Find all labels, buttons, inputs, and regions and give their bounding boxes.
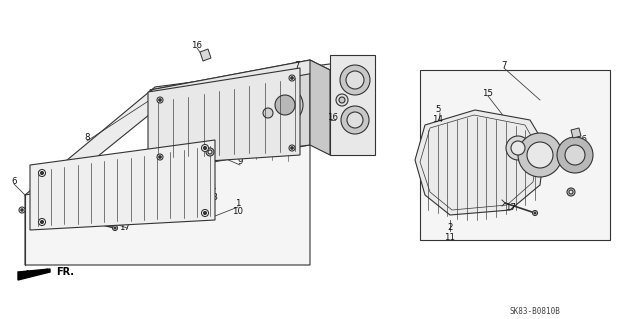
Circle shape [40,172,44,174]
Circle shape [289,75,295,81]
Circle shape [267,87,303,123]
Circle shape [38,219,45,226]
Text: 11: 11 [445,233,456,241]
Circle shape [40,220,44,224]
Polygon shape [200,49,211,61]
Text: 5: 5 [435,106,441,115]
Circle shape [202,145,209,152]
Text: 2: 2 [447,224,452,233]
Text: 3: 3 [62,201,68,210]
Circle shape [20,209,23,211]
Circle shape [291,147,293,149]
Circle shape [518,133,562,177]
Circle shape [347,112,363,128]
Text: 8: 8 [84,133,90,143]
Text: 7: 7 [501,61,507,70]
Circle shape [206,148,214,156]
Circle shape [159,156,161,158]
Polygon shape [571,128,581,138]
Circle shape [38,169,45,176]
Circle shape [557,137,593,173]
Text: 7: 7 [294,61,300,70]
Circle shape [113,226,118,231]
Circle shape [346,71,364,89]
Circle shape [208,150,212,154]
Text: 17: 17 [506,204,516,212]
Polygon shape [148,68,300,165]
Text: 6: 6 [12,177,17,187]
Text: FR.: FR. [56,267,74,277]
Circle shape [291,77,293,79]
Text: 15: 15 [253,118,264,128]
Text: 1: 1 [236,199,241,209]
Circle shape [340,65,370,95]
Circle shape [275,95,295,115]
Circle shape [289,145,295,151]
Text: 14: 14 [433,115,444,123]
Circle shape [204,146,207,150]
Polygon shape [150,60,330,100]
Polygon shape [25,145,310,265]
Text: 9: 9 [237,158,243,167]
Circle shape [569,190,573,194]
Circle shape [202,210,209,217]
Circle shape [565,145,585,165]
Text: 10: 10 [232,207,243,217]
Text: 16: 16 [328,114,339,122]
Circle shape [263,108,273,118]
Polygon shape [150,60,310,165]
Circle shape [511,141,525,155]
Text: 16: 16 [191,41,202,49]
Polygon shape [18,269,50,280]
Circle shape [336,94,348,106]
Polygon shape [330,55,375,155]
Circle shape [157,154,163,160]
Circle shape [260,105,276,121]
Text: 12: 12 [60,209,70,218]
Polygon shape [415,110,545,215]
Circle shape [534,212,536,214]
Circle shape [532,211,538,216]
Text: 15: 15 [483,88,493,98]
Circle shape [341,106,369,134]
Circle shape [204,211,207,214]
Text: 4: 4 [211,183,216,192]
Circle shape [506,136,530,160]
Circle shape [339,97,345,103]
Text: 17: 17 [120,222,131,232]
Circle shape [157,97,163,103]
Polygon shape [30,140,215,230]
Polygon shape [310,60,330,155]
Circle shape [159,99,161,101]
Circle shape [527,142,553,168]
Circle shape [567,188,575,196]
Text: 16: 16 [577,136,588,145]
Polygon shape [420,70,610,240]
Circle shape [114,227,116,229]
Polygon shape [25,60,360,207]
Text: SK83-B0810B: SK83-B0810B [510,307,561,315]
Circle shape [19,207,25,213]
Text: 13: 13 [207,192,218,202]
